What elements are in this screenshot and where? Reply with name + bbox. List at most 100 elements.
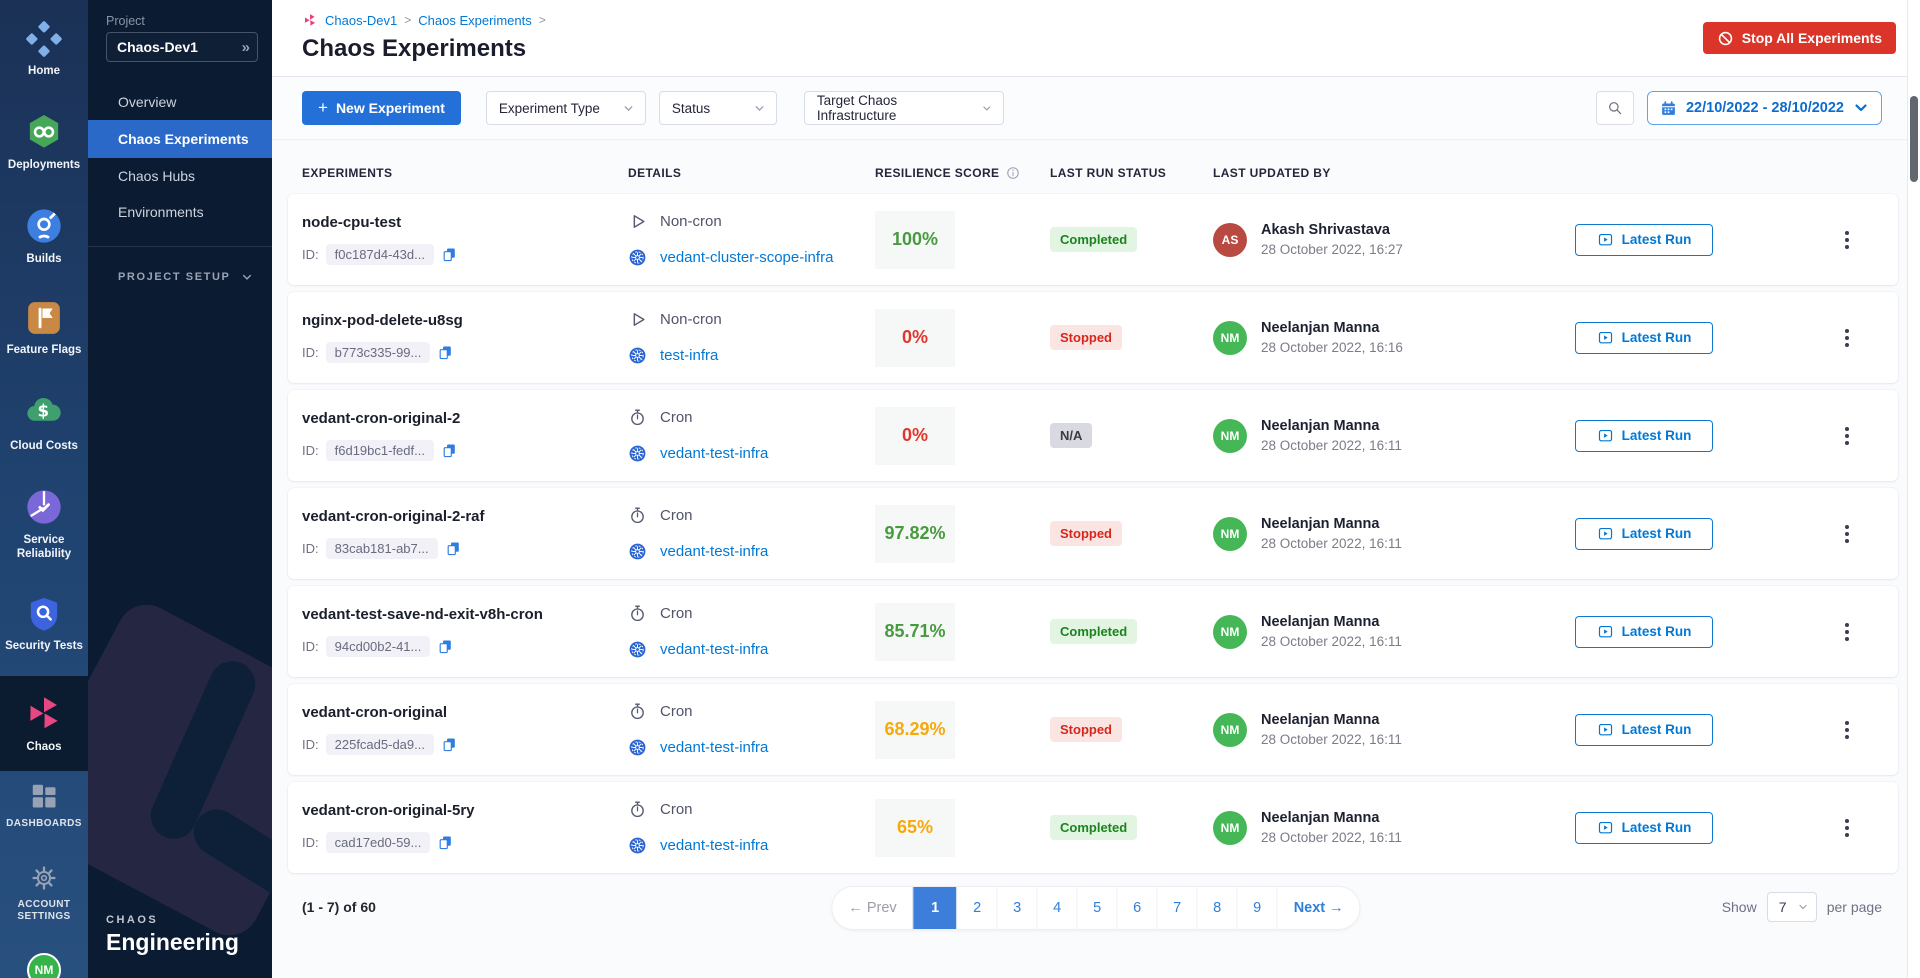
copy-icon[interactable] xyxy=(441,246,458,263)
pagination-prev-button[interactable]: ← Prev xyxy=(832,887,912,929)
experiment-name[interactable]: vedant-cron-original-5ry xyxy=(302,802,628,819)
infrastructure-icon xyxy=(628,836,647,855)
kebab-menu-icon[interactable] xyxy=(1839,617,1855,647)
rail-item-label: Security Tests xyxy=(5,640,83,654)
pagination-page-6[interactable]: 6 xyxy=(1117,887,1157,929)
rail-item-service-reliability[interactable]: Service Reliability xyxy=(0,477,88,572)
pagination-page-2[interactable]: 2 xyxy=(957,887,997,929)
dashboards-icon xyxy=(29,781,59,811)
copy-icon[interactable] xyxy=(441,736,458,753)
kebab-menu-icon[interactable] xyxy=(1839,715,1855,745)
sidebar-item-chaos-hubs[interactable]: Chaos Hubs xyxy=(88,158,272,194)
expand-chevrons-icon[interactable]: » xyxy=(242,39,249,56)
sidebar-item-overview[interactable]: Overview xyxy=(88,84,272,120)
experiment-type: Cron xyxy=(660,703,693,720)
breadcrumb-link-experiments[interactable]: Chaos Experiments xyxy=(418,13,531,28)
copy-icon[interactable] xyxy=(437,834,454,851)
infrastructure-link[interactable]: vedant-test-infra xyxy=(660,837,768,854)
kebab-menu-icon[interactable] xyxy=(1839,519,1855,549)
infrastructure-link[interactable]: vedant-test-infra xyxy=(660,543,768,560)
rail-item-cloud-costs[interactable]: $Cloud Costs xyxy=(0,381,88,464)
kebab-menu-icon[interactable] xyxy=(1839,323,1855,353)
latest-run-button[interactable]: Latest Run xyxy=(1575,224,1713,256)
infrastructure-link[interactable]: vedant-test-infra xyxy=(660,641,768,658)
kebab-menu-icon[interactable] xyxy=(1839,813,1855,843)
experiment-name[interactable]: vedant-test-save-nd-exit-v8h-cron xyxy=(302,606,628,623)
resilience-score: 97.82% xyxy=(884,523,945,544)
status-cell: Completed xyxy=(1050,815,1213,840)
new-experiment-button[interactable]: + New Experiment xyxy=(302,91,461,125)
rail-item-label: DASHBOARDS xyxy=(6,818,82,830)
rail-item-feature-flags[interactable]: Feature Flags xyxy=(0,289,88,368)
resilience-score: 100% xyxy=(892,229,938,250)
pagination-summary: (1 - 7) of 60 xyxy=(302,899,376,915)
kebab-menu-icon[interactable] xyxy=(1839,421,1855,451)
breadcrumb-separator: > xyxy=(539,13,546,27)
infrastructure-link[interactable]: vedant-cluster-scope-infra xyxy=(660,249,833,266)
rail-item-dashboards[interactable]: DASHBOARDS xyxy=(0,771,88,840)
rail-item-account-settings[interactable]: ACCOUNT SETTINGS xyxy=(0,854,88,933)
latest-run-button[interactable]: Latest Run xyxy=(1575,616,1713,648)
user-avatar[interactable]: NM xyxy=(27,953,61,978)
pagination-page-3[interactable]: 3 xyxy=(997,887,1037,929)
vertical-scrollbar[interactable] xyxy=(1907,0,1920,978)
kebab-cell xyxy=(1800,421,1894,451)
rail-item-deployments[interactable]: Deployments xyxy=(0,102,88,183)
experiment-name[interactable]: vedant-cron-original-2-raf xyxy=(302,508,628,525)
kebab-menu-icon[interactable] xyxy=(1839,225,1855,255)
experiment-name[interactable]: vedant-cron-original xyxy=(302,704,628,721)
project-selector[interactable]: Chaos-Dev1 » xyxy=(106,32,258,62)
experiment-type-filter[interactable]: Experiment Type xyxy=(486,91,646,125)
pagination-page-1[interactable]: 1 xyxy=(913,887,957,929)
user-avatar: NM xyxy=(1213,615,1247,649)
search-button[interactable] xyxy=(1596,91,1634,125)
user-name: Neelanjan Manna xyxy=(1261,418,1402,434)
pagination-page-4[interactable]: 4 xyxy=(1037,887,1077,929)
chaos-icon xyxy=(23,692,65,734)
latest-run-button[interactable]: Latest Run xyxy=(1575,322,1713,354)
module-title: CHAOS Engineering xyxy=(106,914,239,956)
column-last-updated-by: LAST UPDATED BY xyxy=(1213,166,1575,180)
project-setup-section[interactable]: PROJECT SETUP xyxy=(118,271,272,283)
status-badge: N/A xyxy=(1050,423,1092,448)
experiment-name[interactable]: vedant-cron-original-2 xyxy=(302,410,628,427)
copy-icon[interactable] xyxy=(441,442,458,459)
latest-run-button[interactable]: Latest Run xyxy=(1575,714,1713,746)
latest-run-button[interactable]: Latest Run xyxy=(1575,812,1713,844)
rail-item-builds[interactable]: Builds xyxy=(0,196,88,277)
breadcrumb-link-project[interactable]: Chaos-Dev1 xyxy=(325,13,397,28)
scrollbar-thumb[interactable] xyxy=(1910,96,1918,182)
sidebar-item-environments[interactable]: Environments xyxy=(88,194,272,230)
status-filter[interactable]: Status xyxy=(659,91,777,125)
date-range-picker[interactable]: 22/10/2022 - 28/10/2022 xyxy=(1647,91,1882,125)
rail-item-security-tests[interactable]: Security Tests xyxy=(0,585,88,664)
info-icon[interactable] xyxy=(1006,166,1020,180)
experiment-name[interactable]: node-cpu-test xyxy=(302,214,628,231)
copy-icon[interactable] xyxy=(437,344,454,361)
pagination-page-7[interactable]: 7 xyxy=(1157,887,1197,929)
rail-item-chaos[interactable]: Chaos xyxy=(0,676,88,771)
page-size-select[interactable]: 7 xyxy=(1767,892,1817,922)
kebab-cell xyxy=(1800,323,1894,353)
pagination-next-button[interactable]: Next → xyxy=(1277,887,1360,929)
latest-run-button[interactable]: Latest Run xyxy=(1575,518,1713,550)
target-infrastructure-filter[interactable]: Target Chaos Infrastructure xyxy=(804,91,1004,125)
column-last-run-status: LAST RUN STATUS xyxy=(1050,166,1213,180)
infrastructure-icon xyxy=(628,738,647,757)
pagination-page-5[interactable]: 5 xyxy=(1077,887,1117,929)
infrastructure-link[interactable]: vedant-test-infra xyxy=(660,445,768,462)
copy-icon[interactable] xyxy=(437,638,454,655)
copy-icon[interactable] xyxy=(445,540,462,557)
user-name: Neelanjan Manna xyxy=(1261,712,1402,728)
rail-item-home[interactable]: Home xyxy=(0,10,88,89)
infrastructure-link[interactable]: test-infra xyxy=(660,347,718,364)
infrastructure-link[interactable]: vedant-test-infra xyxy=(660,739,768,756)
sidebar-item-chaos-experiments[interactable]: Chaos Experiments xyxy=(88,120,272,158)
latest-run-button[interactable]: Latest Run xyxy=(1575,420,1713,452)
experiment-name[interactable]: nginx-pod-delete-u8sg xyxy=(302,312,628,329)
gear-icon xyxy=(30,864,58,892)
pagination-page-9[interactable]: 9 xyxy=(1237,887,1277,929)
show-label: Show xyxy=(1722,899,1757,915)
stop-all-experiments-button[interactable]: Stop All Experiments xyxy=(1703,22,1896,54)
pagination-page-8[interactable]: 8 xyxy=(1197,887,1237,929)
